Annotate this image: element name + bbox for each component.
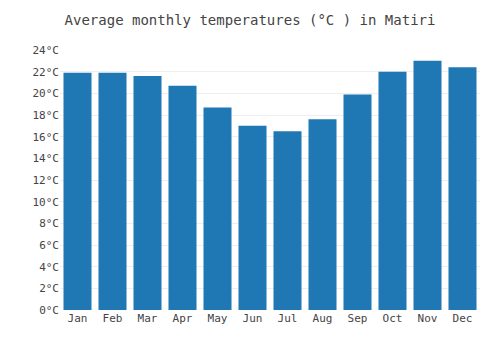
svg-text:Oct: Oct bbox=[383, 312, 403, 325]
svg-text:24°C: 24°C bbox=[33, 44, 60, 57]
svg-text:Jun: Jun bbox=[243, 312, 263, 325]
svg-text:0°C: 0°C bbox=[39, 304, 59, 317]
svg-text:Jan: Jan bbox=[68, 312, 88, 325]
svg-text:Feb: Feb bbox=[103, 312, 123, 325]
svg-text:Mar: Mar bbox=[138, 312, 158, 325]
svg-text:Nov: Nov bbox=[418, 312, 438, 325]
svg-text:6°C: 6°C bbox=[39, 239, 59, 252]
svg-text:20°C: 20°C bbox=[33, 87, 60, 100]
svg-text:18°C: 18°C bbox=[33, 109, 60, 122]
svg-text:Dec: Dec bbox=[453, 312, 473, 325]
svg-text:2°C: 2°C bbox=[39, 282, 59, 295]
svg-text:May: May bbox=[208, 312, 228, 325]
svg-text:8°C: 8°C bbox=[39, 217, 59, 230]
svg-text:14°C: 14°C bbox=[33, 152, 60, 165]
svg-text:4°C: 4°C bbox=[39, 261, 59, 274]
svg-text:12°C: 12°C bbox=[33, 174, 60, 187]
svg-text:Aug: Aug bbox=[313, 312, 333, 325]
svg-text:Average monthly temperatures (: Average monthly temperatures (°C ) in Ma… bbox=[65, 12, 436, 28]
svg-text:Apr: Apr bbox=[173, 312, 193, 325]
svg-text:10°C: 10°C bbox=[33, 196, 60, 209]
svg-text:16°C: 16°C bbox=[33, 131, 60, 144]
svg-text:Jul: Jul bbox=[278, 312, 298, 325]
svg-text:22°C: 22°C bbox=[33, 66, 60, 79]
svg-text:Sep: Sep bbox=[348, 312, 368, 325]
